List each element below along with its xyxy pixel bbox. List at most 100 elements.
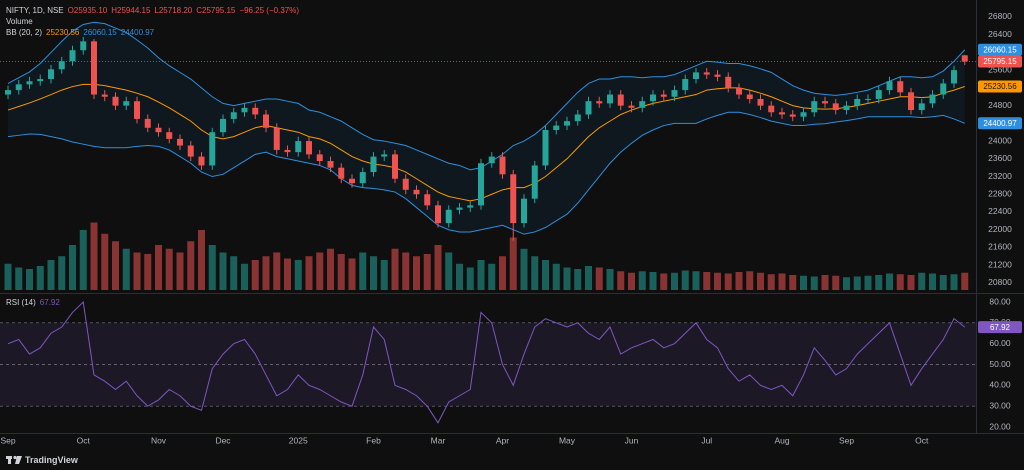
- volume-bar: [413, 256, 420, 290]
- y-tick-label: 21600: [988, 242, 1012, 252]
- y-tick-label: 21200: [988, 259, 1012, 269]
- y-tick-label: 24800: [988, 100, 1012, 110]
- volume-bar: [789, 275, 797, 290]
- volume-bar: [456, 263, 463, 290]
- candle-body: [951, 70, 957, 84]
- volume-bar: [176, 252, 184, 290]
- volume-bar: [488, 263, 496, 290]
- volume-bar: [896, 274, 904, 290]
- volume-bar: [284, 258, 291, 290]
- volume-bar: [628, 272, 635, 290]
- volume-bar: [15, 267, 23, 290]
- volume-bar: [402, 252, 410, 290]
- rsi-tick-label: 30.00: [989, 400, 1011, 410]
- bb-upper-value: 26060.15: [83, 28, 117, 37]
- volume-bar: [219, 252, 227, 290]
- volume-bar: [671, 272, 678, 290]
- x-tick-label: 2025: [289, 435, 308, 445]
- volume-bar: [273, 252, 281, 290]
- candle-body: [650, 94, 656, 102]
- x-tick-label: Aug: [774, 435, 789, 445]
- volume-bar: [327, 248, 334, 290]
- volume-bar: [918, 272, 926, 290]
- candle-body: [478, 163, 484, 206]
- candle-body: [746, 94, 753, 99]
- volume-bar: [391, 248, 399, 290]
- volume-bar: [649, 272, 657, 290]
- volume-bar: [359, 252, 367, 290]
- price-badge: [978, 80, 1022, 93]
- logo: [6, 455, 22, 464]
- candle-body: [779, 112, 785, 115]
- candle-body: [5, 90, 11, 95]
- volume-bar: [746, 271, 754, 290]
- candle-body: [209, 132, 216, 166]
- rsi-label: RSI (14): [6, 298, 36, 307]
- candle-body: [424, 194, 431, 206]
- bb-basis-value: 25230.56: [46, 28, 80, 37]
- candle-body: [768, 105, 775, 113]
- x-tick-label: Oct: [77, 435, 91, 445]
- candle-body: [91, 41, 97, 95]
- x-tick-label: Sep: [839, 435, 854, 445]
- volume-bar: [36, 266, 44, 290]
- volume-bar: [692, 271, 700, 290]
- footer-brand: TradingView: [25, 455, 79, 465]
- candle-body: [220, 118, 226, 133]
- candle-body: [843, 105, 850, 111]
- candle-body: [306, 141, 312, 155]
- price-badge-label: 25230.56: [983, 82, 1017, 91]
- candle-body: [682, 79, 689, 91]
- candle-body: [714, 74, 721, 77]
- volume-bar: [262, 256, 270, 290]
- candle-body: [467, 205, 474, 208]
- volume-bar: [531, 256, 539, 290]
- volume-bar: [542, 260, 549, 290]
- volume-bar: [681, 270, 689, 290]
- volume-bar: [90, 222, 98, 290]
- y-tick-label: 23600: [988, 153, 1012, 163]
- candle-body: [499, 156, 506, 175]
- candle-body: [822, 101, 828, 104]
- volume-bar: [509, 237, 517, 290]
- volume-bar: [155, 245, 162, 290]
- bb-basis-line: [7, 83, 965, 202]
- candle-body: [263, 114, 269, 128]
- volume-bar: [810, 276, 818, 290]
- main-legend: NIFTY, 1D, NSE O25935.10 H25944.15 L25718.2…: [6, 5, 303, 38]
- volume-bar: [660, 273, 668, 290]
- candle-body: [542, 129, 549, 166]
- price-badge-label: 26060.15: [983, 45, 1017, 54]
- price-badge: [978, 321, 1022, 334]
- symbol-row: NIFTY, 1D, NSE O25935.10 H25944.15 L25718.2…: [6, 5, 303, 16]
- candle-body: [607, 94, 613, 104]
- volume-bar: [767, 274, 775, 290]
- volume-bar: [929, 273, 936, 290]
- candle-body: [123, 101, 130, 106]
- candle-body: [865, 98, 871, 100]
- volume-bar: [466, 267, 474, 290]
- candle-body: [445, 209, 452, 224]
- rsi-legend: RSI (14) 67.92: [6, 297, 64, 308]
- volume-bar: [714, 272, 721, 290]
- volume-bar: [638, 271, 646, 290]
- candle-body: [725, 76, 732, 88]
- ohlc-high: H25944.15: [111, 6, 151, 15]
- y-tick-label: 23200: [988, 171, 1012, 181]
- candle-body: [908, 92, 914, 111]
- candle-body: [295, 141, 302, 153]
- candle-body: [284, 149, 291, 153]
- rsi-tick-label: 50.00: [989, 359, 1011, 369]
- volume-bar: [348, 258, 356, 290]
- rsi-value: 67.92: [39, 298, 60, 307]
- candle-body: [349, 178, 355, 184]
- price-badge: [978, 55, 1022, 68]
- candle-body: [671, 90, 678, 97]
- candle-body: [370, 156, 377, 173]
- volume-bar: [864, 275, 872, 290]
- candle-body: [564, 121, 570, 126]
- y-tick-label: 26800: [988, 11, 1012, 21]
- x-tick-label: Dec: [215, 435, 231, 445]
- candle-body: [886, 81, 893, 91]
